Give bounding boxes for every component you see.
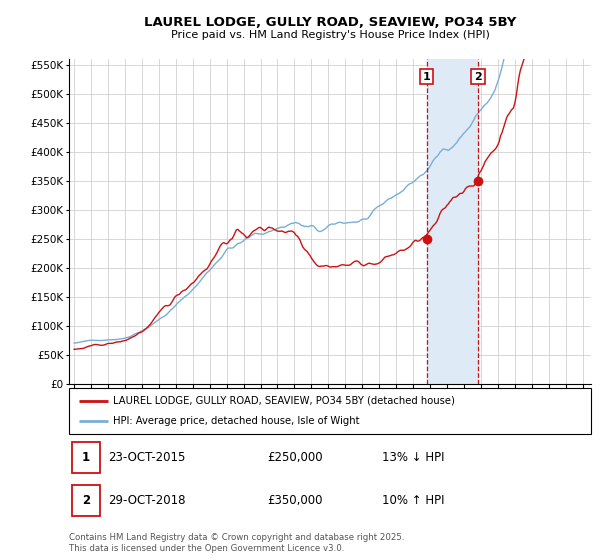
Bar <box>427 59 478 384</box>
Text: 23-OCT-2015: 23-OCT-2015 <box>108 451 185 464</box>
Text: LAUREL LODGE, GULLY ROAD, SEAVIEW, PO34 5BY: LAUREL LODGE, GULLY ROAD, SEAVIEW, PO34 … <box>144 16 516 29</box>
Text: 2: 2 <box>82 493 90 507</box>
Text: 13% ↓ HPI: 13% ↓ HPI <box>382 451 445 464</box>
Text: LAUREL LODGE, GULLY ROAD, SEAVIEW, PO34 5BY (detached house): LAUREL LODGE, GULLY ROAD, SEAVIEW, PO34 … <box>113 396 455 406</box>
Text: 29-OCT-2018: 29-OCT-2018 <box>108 493 185 507</box>
Text: Contains HM Land Registry data © Crown copyright and database right 2025.
This d: Contains HM Land Registry data © Crown c… <box>69 533 404 553</box>
Text: 1: 1 <box>82 451 90 464</box>
Text: 10% ↑ HPI: 10% ↑ HPI <box>382 493 445 507</box>
FancyBboxPatch shape <box>69 388 591 434</box>
Text: HPI: Average price, detached house, Isle of Wight: HPI: Average price, detached house, Isle… <box>113 416 360 426</box>
Text: £350,000: £350,000 <box>268 493 323 507</box>
Text: 1: 1 <box>423 72 430 82</box>
Text: 2: 2 <box>474 72 482 82</box>
Text: £250,000: £250,000 <box>268 451 323 464</box>
FancyBboxPatch shape <box>71 442 100 473</box>
Text: Price paid vs. HM Land Registry's House Price Index (HPI): Price paid vs. HM Land Registry's House … <box>170 30 490 40</box>
FancyBboxPatch shape <box>71 485 100 516</box>
